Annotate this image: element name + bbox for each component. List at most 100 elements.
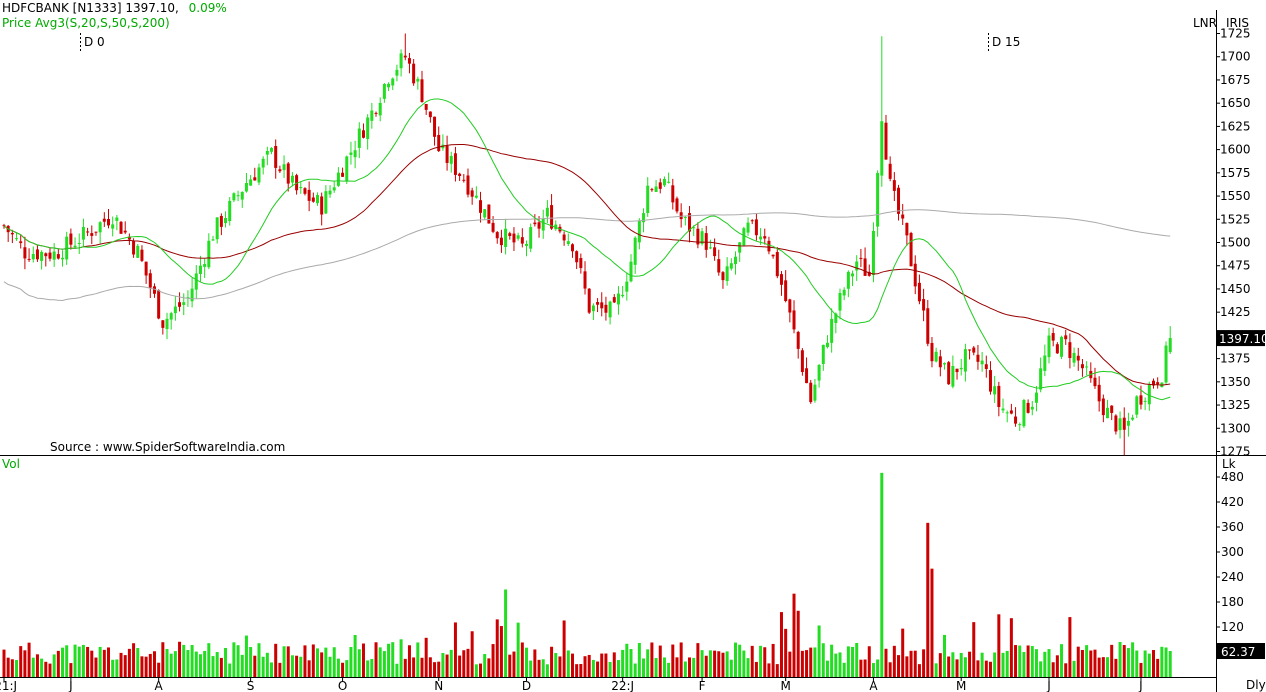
volume-bar	[871, 663, 875, 677]
volume-bar	[407, 645, 411, 677]
candle-body	[115, 217, 119, 221]
volume-bar	[244, 635, 248, 677]
volume-bar	[286, 646, 290, 677]
volume-bar	[416, 642, 420, 677]
candle-body	[742, 228, 746, 246]
candle-body	[683, 217, 687, 219]
price-tick-label: 1325	[1220, 398, 1251, 412]
volume-bar	[746, 658, 750, 677]
volume-bar	[52, 654, 56, 677]
volume-bar	[796, 610, 800, 677]
candle-body	[550, 205, 554, 229]
candle-body	[198, 265, 202, 274]
change-pct-label: 0.09%	[188, 1, 227, 15]
volume-bar	[997, 614, 1001, 677]
volume-bar	[1030, 646, 1034, 677]
price-tick-label: 1525	[1220, 212, 1251, 226]
candle-body	[637, 220, 641, 243]
volume-bar	[65, 645, 69, 677]
candle-body	[211, 239, 215, 241]
volume-label: Vol	[2, 457, 20, 471]
candle-body	[416, 78, 420, 82]
candle-body	[111, 224, 115, 229]
candle-body	[286, 163, 290, 184]
candle-body	[203, 264, 207, 267]
candle-body	[775, 252, 779, 277]
candle-body	[934, 351, 938, 362]
volume-bar	[1055, 655, 1059, 677]
volume-bar	[575, 664, 579, 677]
price-tick-label: 1700	[1220, 50, 1251, 64]
candle-body	[1039, 368, 1043, 390]
volume-tick-label: 180	[1221, 595, 1244, 609]
candle-body	[1164, 345, 1168, 383]
candle-body	[763, 236, 767, 239]
volume-bar	[947, 656, 951, 677]
candle-body	[299, 187, 303, 189]
candle-body	[399, 53, 403, 69]
volume-bar	[157, 662, 161, 677]
candle-body	[378, 102, 382, 116]
candle-body	[228, 200, 232, 222]
volume-tick-label: 360	[1221, 520, 1244, 534]
candle-body	[249, 179, 253, 186]
candle-body	[943, 363, 946, 365]
candle-body	[838, 292, 842, 311]
candle-body	[679, 212, 683, 220]
candle-body	[236, 195, 240, 197]
volume-bar	[554, 653, 558, 677]
candle-body	[148, 273, 152, 288]
volume-bar	[809, 647, 813, 677]
volume-bar	[504, 589, 508, 677]
candle-body	[1030, 406, 1034, 410]
price-tick-label: 1550	[1220, 189, 1251, 203]
volume-bar	[959, 652, 963, 677]
volume-bar	[587, 654, 591, 677]
volume-bar	[625, 643, 629, 677]
volume-bar	[169, 653, 173, 677]
volume-bar	[462, 650, 466, 677]
candle-body	[182, 302, 186, 305]
volume-bar	[232, 642, 236, 677]
volume-bar	[1043, 651, 1047, 677]
volume-bar	[2, 649, 6, 677]
candle-body	[261, 158, 265, 168]
volume-bar	[332, 647, 336, 677]
volume-bar	[395, 663, 399, 677]
volume-bar	[767, 663, 771, 677]
volume-bar	[399, 639, 403, 677]
volume-bar	[253, 655, 257, 677]
candle-body	[487, 204, 491, 224]
candle-body	[917, 282, 921, 302]
volume-bar	[1168, 651, 1172, 677]
candle-body	[1076, 355, 1080, 361]
candle-body	[738, 242, 742, 253]
candle-body	[15, 238, 19, 240]
candle-body	[520, 237, 524, 244]
candle-body	[821, 344, 825, 365]
candle-body	[901, 214, 905, 219]
candle-body	[566, 241, 570, 245]
volume-bar	[453, 622, 457, 677]
volume-bar	[270, 662, 274, 677]
candle-body	[750, 220, 754, 222]
candle-body	[345, 156, 349, 181]
volume-bar	[754, 661, 758, 677]
candle-body	[984, 364, 988, 369]
volume-bar	[207, 643, 211, 677]
candle-body	[90, 233, 94, 236]
volume-bar	[729, 659, 733, 677]
candle-body	[616, 293, 620, 305]
volume-bar	[637, 643, 641, 677]
volume-bar	[211, 656, 215, 677]
volume-bar	[834, 653, 838, 677]
volume-bar	[550, 646, 554, 677]
candle-body	[73, 245, 77, 248]
volume-bar	[855, 642, 859, 677]
volume-bar	[491, 644, 495, 677]
volume-bar	[537, 659, 541, 677]
volume-bar	[717, 651, 721, 677]
volume-bar	[1139, 662, 1143, 677]
volume-bar	[165, 648, 169, 677]
